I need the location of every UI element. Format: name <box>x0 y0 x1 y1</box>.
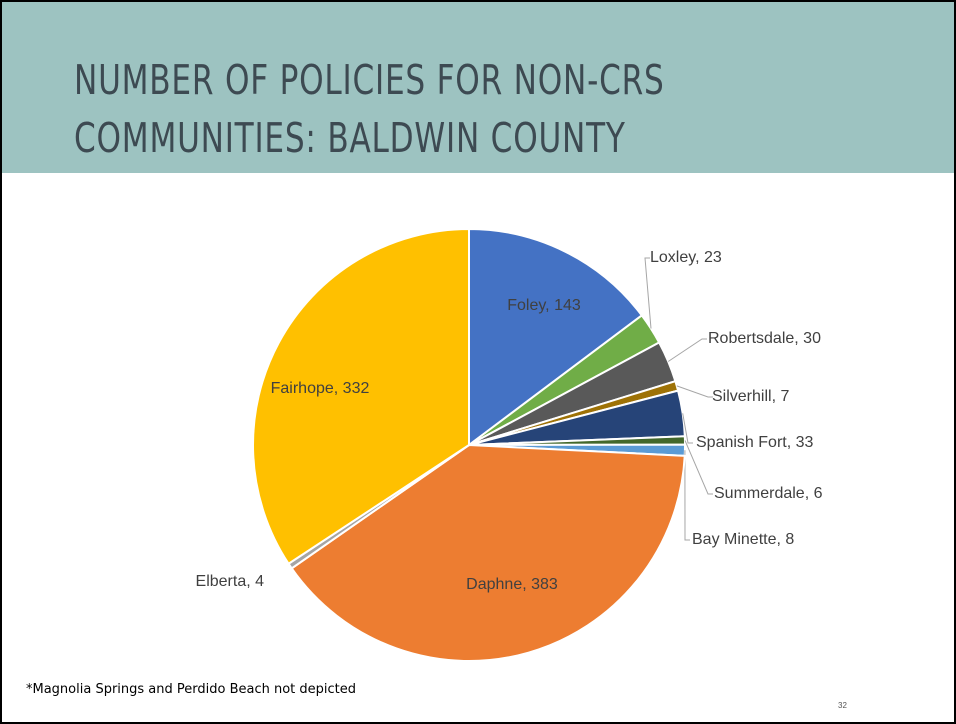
pie-chart: Foley, 143 Loxley, 23 Robertsdale, 30 Silve… <box>196 227 823 662</box>
data-label-spanish-fort: Spanish Fort, 33 <box>696 434 814 451</box>
data-label-bay-minette: Bay Minette, 8 <box>692 531 794 548</box>
leader-line-bay-minette <box>684 450 690 541</box>
data-label-silverhill: Silverhill, 7 <box>712 388 789 405</box>
slide-title-line-1: NUMBER OF POLICIES FOR NON-CRS <box>74 56 665 104</box>
pie-slice-fairhope <box>252 227 470 566</box>
slide-title-line-2: COMMUNITIES: BALDWIN COUNTY <box>74 114 626 162</box>
leader-line-summerdale <box>684 440 713 495</box>
data-label-elberta: Elberta, 4 <box>196 573 265 590</box>
leader-line-robertsdale <box>667 338 707 362</box>
data-label-robertsdale: Robertsdale, 30 <box>708 330 821 347</box>
pie-slice-foley <box>468 227 644 448</box>
footnote: *Magnolia Springs and Perdido Beach not … <box>26 682 357 697</box>
data-label-loxley: Loxley, 23 <box>650 249 722 266</box>
data-label-daphne: Daphne, 383 <box>466 576 558 593</box>
page-number: 32 <box>838 701 847 710</box>
data-label-foley: Foley, 143 <box>507 297 581 314</box>
leader-line-silverhill <box>676 385 713 398</box>
data-label-fairhope: Fairhope, 332 <box>271 380 370 397</box>
leader-line-spanish-fort <box>682 413 693 444</box>
leader-line-loxley <box>644 257 652 329</box>
title-bar: NUMBER OF POLICIES FOR NON-CRS COMMUNITI… <box>2 2 954 173</box>
pie-slice-daphne <box>290 443 686 662</box>
data-label-summerdale: Summerdale, 6 <box>714 485 823 502</box>
